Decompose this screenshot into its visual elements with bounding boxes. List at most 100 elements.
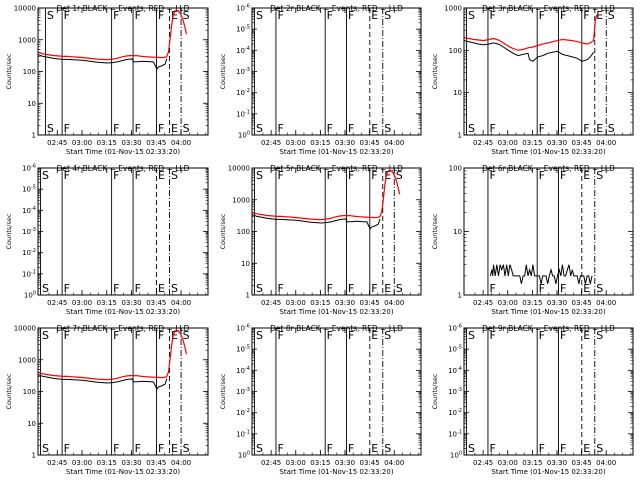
tick-exponent: -3	[31, 227, 36, 233]
marker-label-top: F	[348, 9, 354, 22]
x-tick-label: 04:00	[171, 459, 191, 467]
marker-label-top: E	[596, 9, 603, 22]
tick-exponent: -6	[31, 164, 36, 170]
marker-label-top: F	[327, 169, 333, 182]
marker-label-top: E	[171, 9, 178, 22]
marker-label-top: F	[327, 329, 333, 342]
marker-label-top: S	[608, 9, 615, 22]
tick-exponent: -3	[245, 387, 250, 393]
tick-base: 10	[448, 367, 457, 375]
marker-label-top: F	[64, 169, 70, 182]
marker-label-top: S	[42, 169, 49, 182]
tick-base: 10	[236, 325, 245, 333]
x-tick-label: 03:00	[498, 299, 518, 307]
marker-label-bottom: S	[596, 442, 603, 455]
tick-base: 10	[448, 346, 457, 354]
marker-label-top: F	[64, 9, 70, 22]
plot-frame	[37, 327, 209, 456]
x-tick-label: 04:00	[384, 139, 404, 147]
y-tick-label: 10-2	[22, 248, 36, 257]
marker-label-top: S	[596, 329, 603, 342]
marker-label-bottom: E	[171, 122, 178, 135]
x-tick-label: 03:00	[498, 459, 518, 467]
y-tick-label: 10-6	[22, 164, 36, 173]
marker-label-bottom: F	[560, 282, 566, 295]
marker-label-top: F	[327, 9, 333, 22]
tick-exponent: -5	[245, 25, 250, 31]
tick-base: 10	[236, 89, 245, 97]
x-tick-label: 04:00	[384, 299, 404, 307]
x-tick-label: 03:30	[335, 459, 355, 467]
marker-label-bottom: S	[42, 442, 49, 455]
marker-label-top: F	[135, 329, 141, 342]
marker-label-bottom: E	[158, 282, 165, 295]
y-tick-label: 100	[449, 165, 462, 173]
tick-base: 10	[238, 452, 247, 460]
marker-label-bottom: S	[171, 282, 178, 295]
x-tick-label: 03:45	[146, 459, 166, 467]
plot-frame	[37, 7, 209, 136]
marker-label-top: F	[64, 329, 70, 342]
x-axis-label: Start Time (01-Nov-15 02:33:20)	[491, 308, 605, 316]
marker-label-bottom: S	[596, 282, 603, 295]
y-tick-label: 10-3	[22, 227, 36, 236]
marker-label-top: S	[42, 329, 49, 342]
tick-exponent: -3	[457, 387, 462, 393]
marker-label-bottom: F	[583, 122, 589, 135]
marker-label-bottom: F	[327, 122, 333, 135]
series-events-line	[38, 54, 168, 70]
y-tick-label: 10000	[14, 5, 36, 13]
y-tick-label: 10-3	[236, 387, 250, 396]
x-tick-label: 03:00	[72, 139, 92, 147]
plot-frame	[251, 7, 422, 136]
x-axis-label: Start Time (01-Nov-15 02:33:20)	[279, 148, 393, 156]
marker-label-top: F	[135, 9, 141, 22]
plot-frame	[251, 327, 422, 456]
marker-label-top: S	[47, 9, 54, 22]
panel-det-3: Det 3r BLACK = Events, RED = LLD11010010…	[431, 4, 634, 156]
y-axis-label: Counts/sec	[431, 53, 439, 89]
marker-label-top: E	[384, 169, 391, 182]
x-tick-label: 03:45	[572, 299, 592, 307]
tick-base: 10	[236, 68, 245, 76]
y-tick-label: 10-1	[448, 429, 462, 438]
marker-label-top: S	[468, 329, 475, 342]
y-tick-label: 10-1	[22, 269, 36, 278]
y-tick-label: 1000	[444, 5, 462, 13]
marker-label-bottom: F	[560, 122, 566, 135]
tick-base: 10	[24, 292, 33, 300]
x-tick-label: 03:30	[335, 139, 355, 147]
x-axis-label: Start Time (01-Nov-15 02:33:20)	[279, 468, 393, 476]
marker-label-bottom: S	[384, 122, 391, 135]
x-tick-label: 03:30	[121, 139, 141, 147]
tick-base: 10	[448, 409, 457, 417]
x-tick-label: 03:15	[97, 139, 117, 147]
x-tick-label: 03:30	[547, 299, 567, 307]
y-tick-label: 10	[453, 228, 462, 236]
series-lld-line	[252, 169, 401, 221]
panel-det-1: Det 1r BLACK = Events, RED = LLD11010010…	[5, 4, 209, 156]
x-tick-label: 03:45	[360, 459, 380, 467]
marker-label-top: F	[348, 169, 354, 182]
x-axis-label: Start Time (01-Nov-15 02:33:20)	[491, 468, 605, 476]
marker-label-bottom: F	[489, 282, 495, 295]
y-tick-label: 100	[238, 451, 250, 460]
tick-base: 10	[236, 47, 245, 55]
marker-label-top: S	[468, 9, 475, 22]
y-tick-label: 100	[23, 388, 36, 396]
plot-frame	[463, 327, 634, 456]
marker-label-bottom: F	[371, 282, 377, 295]
tick-base: 10	[236, 367, 245, 375]
marker-label-top: F	[583, 9, 589, 22]
x-tick-label: 03:30	[121, 459, 141, 467]
tick-exponent: -2	[457, 408, 462, 414]
marker-label-bottom: F	[348, 282, 354, 295]
marker-label-bottom: F	[277, 442, 283, 455]
marker-label-top: F	[113, 169, 119, 182]
tick-exponent: 0	[459, 451, 462, 457]
marker-label-bottom: F	[64, 442, 70, 455]
marker-label-bottom: F	[489, 122, 495, 135]
